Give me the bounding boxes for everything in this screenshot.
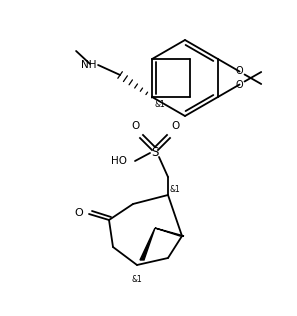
- Text: O: O: [74, 208, 83, 218]
- Text: O: O: [171, 121, 179, 131]
- Text: O: O: [236, 66, 243, 76]
- Text: O: O: [236, 80, 243, 89]
- Text: O: O: [131, 121, 139, 131]
- Text: &1: &1: [132, 275, 142, 284]
- Text: &1: &1: [170, 185, 181, 194]
- Polygon shape: [155, 228, 184, 236]
- Text: NH: NH: [80, 60, 96, 70]
- Text: HO: HO: [111, 156, 127, 166]
- Polygon shape: [140, 228, 155, 260]
- Text: &1: &1: [154, 100, 165, 109]
- Text: S: S: [151, 147, 159, 160]
